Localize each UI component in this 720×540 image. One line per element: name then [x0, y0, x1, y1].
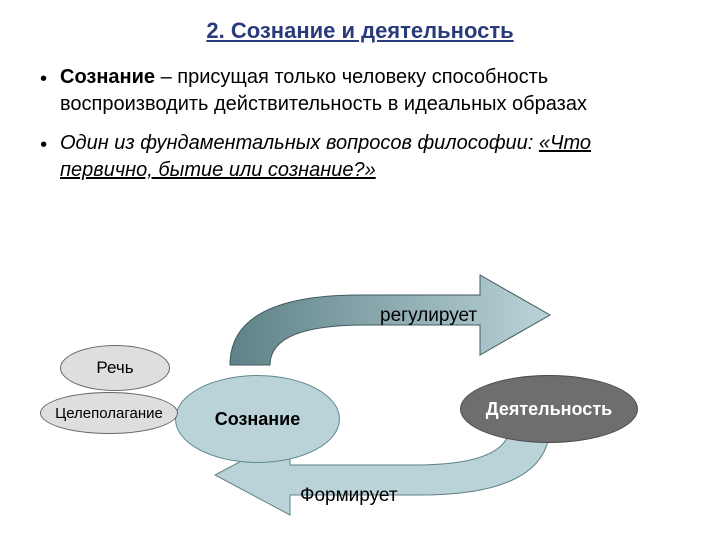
node-activity: Деятельность [460, 375, 638, 443]
node-goal: Целеполагание [40, 392, 178, 434]
bullet-list: Сознание – присущая только человеку спос… [0, 54, 720, 184]
bullet-1-term: Сознание [60, 66, 155, 88]
node-speech-label: Речь [96, 358, 133, 378]
slide-title: 2. Сознание и деятельность [0, 0, 720, 54]
bullet-2: Один из фундаментальных вопросов философ… [60, 130, 680, 184]
node-speech: Речь [60, 345, 170, 391]
node-goal-label: Целеполагание [55, 405, 163, 422]
node-consciousness: Сознание [175, 375, 340, 463]
cycle-diagram: Сознание Деятельность Речь Целеполагание… [0, 260, 720, 540]
bullet-2-plain: Один из фундаментальных вопросов философ… [60, 132, 539, 154]
node-activity-label: Деятельность [486, 399, 612, 420]
bullet-1: Сознание – присущая только человеку спос… [60, 64, 680, 118]
arrow-top-label: регулирует [380, 305, 477, 327]
node-consciousness-label: Сознание [215, 409, 301, 430]
arrow-bottom-label: Формирует [300, 485, 398, 507]
